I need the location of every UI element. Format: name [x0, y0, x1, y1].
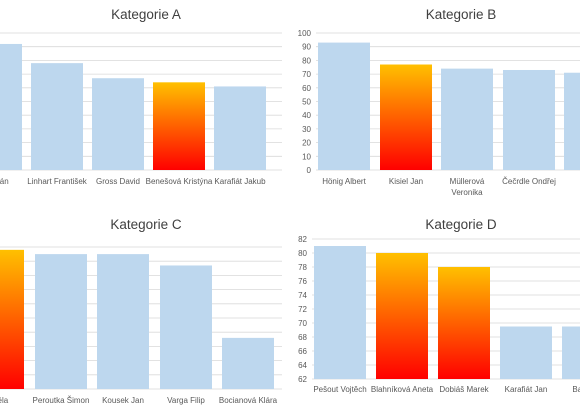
y-tick-label: 74 — [298, 291, 307, 300]
y-tick-label: 68 — [298, 333, 307, 342]
bar — [500, 326, 552, 379]
category-label: Karafiát Jakub — [214, 177, 266, 186]
category-label: Ba Kateř — [572, 385, 580, 394]
chart-title-b: Kategorie B — [426, 7, 497, 22]
y-tick-label: 100 — [298, 29, 312, 38]
bar-highlighted — [0, 249, 24, 389]
y-tick-label: 76 — [298, 277, 307, 286]
bar — [441, 68, 493, 170]
bar — [31, 63, 83, 170]
bar — [222, 337, 274, 389]
y-tick-label: 80 — [298, 249, 307, 258]
y-tick-label: 70 — [298, 319, 307, 328]
y-tick-label: 64 — [298, 361, 307, 370]
bar-highlighted — [438, 267, 490, 379]
bar — [160, 265, 212, 389]
bar — [314, 246, 366, 379]
category-label: Müllerová Veronika — [450, 177, 485, 197]
bar-highlighted — [376, 253, 428, 379]
chart-title-a: Kategorie A — [111, 7, 181, 22]
y-tick-label: 80 — [302, 56, 311, 65]
category-label: Varga Filip — [167, 396, 205, 405]
bar — [0, 43, 22, 170]
category-label: Bocianová Klára — [219, 396, 278, 405]
y-tick-label: 20 — [302, 139, 311, 148]
y-tick-label: 60 — [302, 84, 311, 93]
bar — [35, 254, 87, 389]
category-label: Benešová Kristýna — [146, 177, 213, 186]
y-tick-label: 0 — [307, 166, 312, 175]
chart-kategorie-c: Adéla Peroutka Šimon Kousek Jan Varga Filip… — [0, 246, 282, 405]
bar-highlighted — [153, 82, 205, 170]
category-label: Kisiel Jan — [389, 177, 423, 186]
bar — [564, 72, 580, 170]
bar-highlighted — [380, 64, 432, 170]
bar — [562, 326, 580, 379]
category-label: Gross David — [96, 177, 140, 186]
chart-kategorie-b: 0 10 20 30 40 50 60 70 80 90 100 Hönig Albert Kisiel… — [298, 29, 580, 197]
y-tick-label: 90 — [302, 43, 311, 52]
category-label: Linhart František — [27, 177, 88, 186]
bar — [92, 78, 144, 170]
y-tick-label: 72 — [298, 305, 307, 314]
chart-kategorie-d: 62 64 66 68 70 72 74 76 78 80 82 Pešout Vojtěch Blah… — [298, 235, 580, 394]
y-tick-label: 30 — [302, 125, 311, 134]
y-tick-label: 70 — [302, 70, 311, 79]
chart-kategorie-a: Štěpán Linhart František Gross David Benešo… — [0, 32, 282, 186]
y-tick-label: 78 — [298, 263, 307, 272]
bar — [318, 42, 370, 171]
y-tick-label: 40 — [302, 111, 311, 120]
y-tick-label: 10 — [302, 152, 311, 161]
y-tick-label: 82 — [298, 235, 307, 244]
category-label: Adéla — [0, 396, 9, 405]
category-label: Hönig Albert — [322, 177, 366, 186]
category-label: Čečrdle Ondřej — [502, 177, 556, 186]
bar — [503, 69, 555, 170]
bar — [97, 254, 149, 389]
category-label: Štěpán — [0, 177, 9, 186]
y-tick-label: 62 — [298, 375, 307, 384]
chart-title-d: Kategorie D — [425, 217, 497, 232]
chart-title-c: Kategorie C — [110, 217, 182, 232]
y-tick-label: 66 — [298, 347, 307, 356]
y-tick-label: 50 — [302, 98, 311, 107]
category-label: Kousek Jan — [102, 396, 144, 405]
category-label: Peroutka Šimon — [33, 396, 90, 405]
category-label: Blahníková Aneta — [371, 385, 434, 394]
category-label: Pešout Vojtěch — [313, 385, 366, 394]
bar — [214, 86, 266, 170]
category-label: Dobiáš Marek — [439, 385, 489, 394]
category-label: Karafiát Jan — [505, 385, 548, 394]
